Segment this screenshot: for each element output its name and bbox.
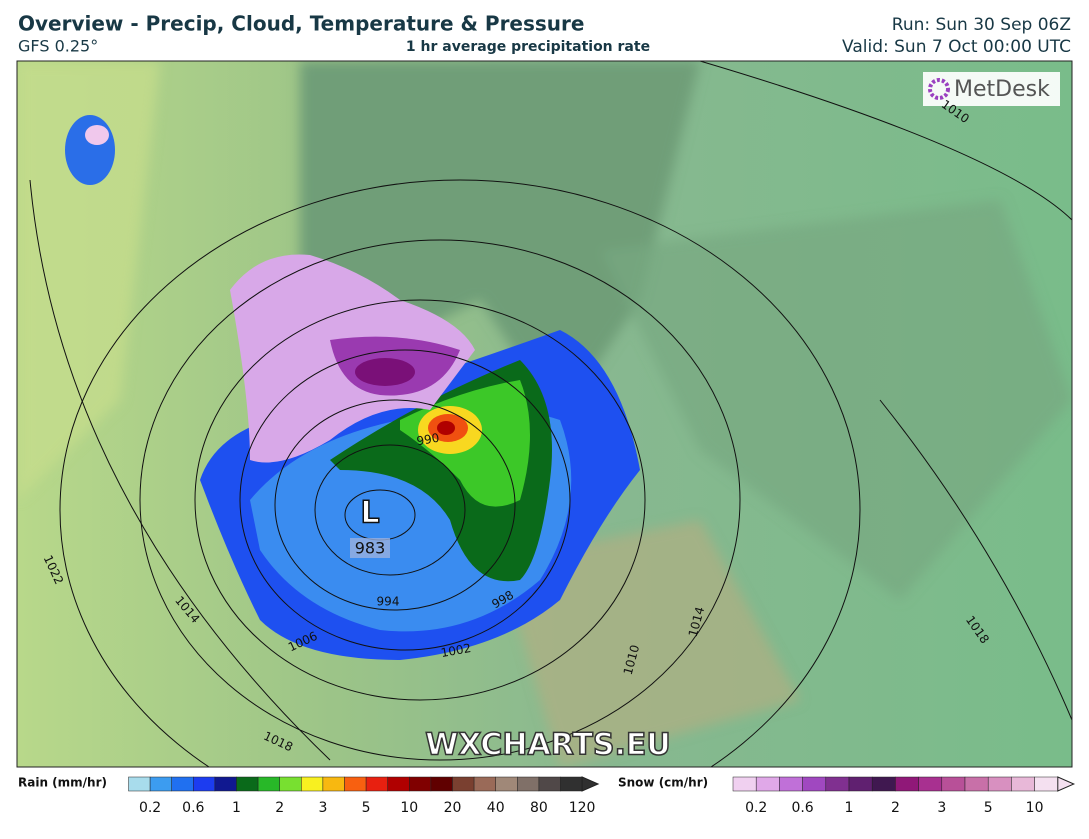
run-time: Run: Sun 30 Sep 06Z: [892, 15, 1071, 35]
watermark: WXCHARTS.EU: [425, 728, 671, 763]
legend-label: 20: [444, 800, 462, 816]
title: Overview - Precip, Cloud, Temperature & …: [18, 12, 584, 36]
color-swatch: [517, 776, 540, 792]
color-swatch: [895, 776, 919, 792]
rain-legend-title: Rain (mm/hr): [18, 776, 107, 790]
color-swatch: [918, 776, 943, 792]
snow-legend-title: Snow (cm/hr): [618, 776, 708, 790]
color-swatch: [214, 776, 237, 792]
legend-label: 3: [318, 800, 327, 816]
color-swatch: [987, 776, 1012, 792]
colorbar-arrow: [581, 776, 600, 792]
map-frame: [16, 60, 1073, 768]
legend-label: 0.2: [139, 800, 161, 816]
color-swatch: [755, 776, 780, 792]
legend-label: 40: [487, 800, 505, 816]
color-swatch: [732, 776, 757, 792]
color-swatch: [171, 776, 194, 792]
legend-label: 0.6: [791, 800, 813, 816]
logo: MetDesk: [954, 77, 1050, 102]
color-swatch: [871, 776, 896, 792]
legend-label: 10: [1026, 800, 1044, 816]
legend-label: 5: [362, 800, 371, 816]
color-swatch: [779, 776, 803, 792]
color-swatch: [257, 776, 280, 792]
legend-label: 10: [400, 800, 418, 816]
legend-label: 1: [845, 800, 854, 816]
low-pressure: 983: [355, 539, 386, 558]
isobar-label: 994: [377, 595, 400, 609]
legend-label: 5: [984, 800, 993, 816]
color-swatch: [193, 776, 216, 792]
legend-label: 2: [275, 800, 284, 816]
legend-label: 0.2: [745, 800, 767, 816]
legend-label: 80: [530, 800, 548, 816]
color-swatch: [941, 776, 966, 792]
color-swatch: [279, 776, 302, 792]
model: GFS 0.25°: [18, 37, 98, 56]
color-swatch: [365, 776, 388, 792]
color-swatch: [322, 776, 345, 792]
color-swatch: [344, 776, 367, 792]
precipitation: [65, 115, 640, 660]
color-swatch: [848, 776, 873, 792]
color-swatch: [825, 776, 850, 792]
legend-label: 120: [569, 800, 596, 816]
isobar-label: 1002: [440, 641, 473, 660]
color-swatch: [409, 776, 432, 792]
color-swatch: [301, 776, 324, 792]
legend-label: 1: [232, 800, 241, 816]
color-swatch: [236, 776, 259, 792]
legend-label: 2: [891, 800, 900, 816]
color-swatch: [128, 776, 151, 792]
logo-icon: [928, 78, 950, 100]
color-swatch: [387, 776, 410, 792]
valid-time: Valid: Sun 7 Oct 00:00 UTC: [842, 37, 1071, 57]
color-swatch: [452, 776, 475, 792]
color-swatch: [964, 776, 989, 792]
color-swatch: [1034, 776, 1059, 792]
isobar-label: 990: [415, 431, 440, 449]
color-swatch: [495, 776, 518, 792]
legend-label: 3: [937, 800, 946, 816]
color-swatch: [430, 776, 453, 792]
subtitle: 1 hr average precipitation rate: [406, 39, 650, 55]
colorbar-arrow: [1057, 776, 1076, 792]
color-swatch: [473, 776, 496, 792]
legend-label: 0.6: [182, 800, 204, 816]
color-swatch: [560, 776, 583, 792]
map: MetDesk WXCHARTS.EU L 983 1010 1022 1014…: [17, 61, 1072, 767]
legend: 0.2 0.6 1 2 3 5 10 20 40 80 120 0.2 0.6 1 2 3 5 10: [128, 776, 1076, 816]
color-swatch: [802, 776, 827, 792]
logo-box: [923, 72, 1060, 106]
color-swatch: [1011, 776, 1035, 792]
color-swatch: [149, 776, 172, 792]
low-symbol: L: [360, 496, 379, 531]
low-label-box: [350, 538, 390, 558]
color-swatch: [538, 776, 561, 792]
